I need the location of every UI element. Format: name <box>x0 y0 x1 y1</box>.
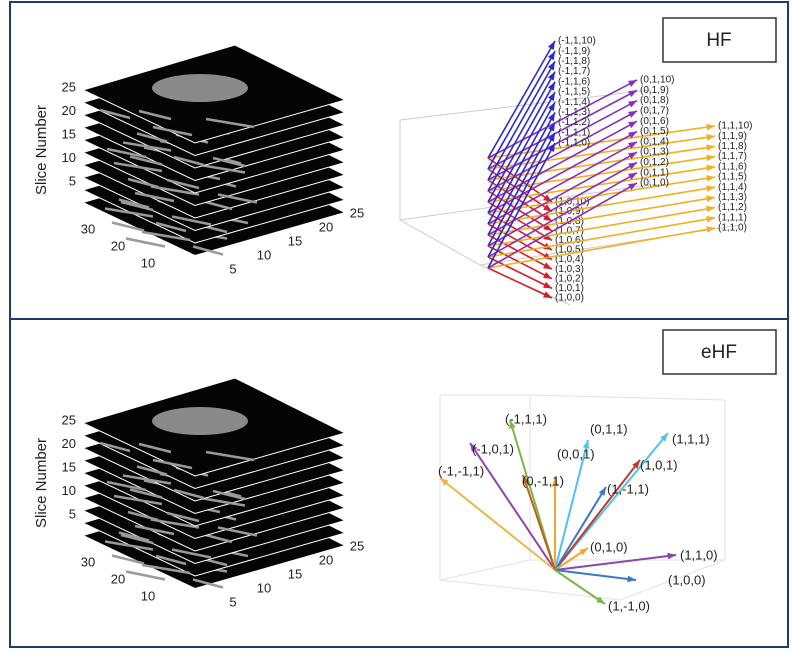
x-tick-label: 10 <box>257 580 271 595</box>
y-tick-label: 30 <box>81 221 95 236</box>
figure: HF eHF Slice Number 25 20 15 10 5 30 20 10 5 10 15 2… <box>0 0 792 652</box>
slice-texture <box>152 74 248 102</box>
vector-label: (1,1,1) <box>672 431 710 446</box>
z-tick-label: 10 <box>62 483 76 498</box>
vector-label: (1,0,1) <box>640 457 678 472</box>
vector-label: (1,1,0) <box>680 547 718 562</box>
vector-label: (1,1,0) <box>718 223 747 234</box>
slice-texture <box>152 407 248 435</box>
vector-label: (0,0,1) <box>557 446 595 461</box>
x-tick-label: 20 <box>319 552 333 567</box>
z-tick-label: 10 <box>62 150 76 165</box>
vector-label: (1,-1,1) <box>607 481 649 496</box>
vector-label: (0,1,1) <box>590 421 628 436</box>
y-tick-label: 20 <box>111 238 125 253</box>
x-tick-label: 15 <box>288 566 302 581</box>
z-tick-label: 15 <box>62 459 76 474</box>
x-tick-label: 15 <box>288 233 302 248</box>
x-tick-label: 25 <box>350 538 364 553</box>
vector-label: (-1,-1,1) <box>438 463 484 478</box>
vector-label: (0,1,0) <box>590 539 628 554</box>
x-tick-label: 10 <box>257 247 271 262</box>
z-tick-label: 20 <box>62 436 76 451</box>
x-tick-label: 20 <box>319 219 333 234</box>
vector-label: (0,1,0) <box>640 178 669 189</box>
z-tick-label: 25 <box>62 79 76 94</box>
panel-label: eHF <box>701 342 737 363</box>
vector-label: (-1,0,1) <box>472 441 514 456</box>
y-tick-label: 30 <box>81 554 95 569</box>
vector-label: (1,-1,0) <box>608 598 650 613</box>
vector-label: (1,0,0) <box>555 293 584 304</box>
vector-label: (-1,1,0) <box>558 138 590 149</box>
z-tick-label: 5 <box>69 506 76 521</box>
x-tick-label: 5 <box>229 594 236 609</box>
x-tick-label: 5 <box>229 261 236 276</box>
axis-label: Slice Number <box>33 438 50 528</box>
vector-label: (1,0,0) <box>668 572 706 587</box>
z-tick-label: 5 <box>69 173 76 188</box>
z-tick-label: 15 <box>62 126 76 141</box>
panel-label: HF <box>706 30 731 51</box>
z-tick-label: 20 <box>62 103 76 118</box>
y-tick-label: 10 <box>141 255 155 270</box>
x-tick-label: 25 <box>350 205 364 220</box>
y-tick-label: 20 <box>111 571 125 586</box>
y-tick-label: 10 <box>141 588 155 603</box>
vector-label: (0,-1,1) <box>522 473 564 488</box>
z-tick-label: 25 <box>62 412 76 427</box>
vector-label: (-1,1,1) <box>505 411 547 426</box>
axis-label: Slice Number <box>33 105 50 195</box>
